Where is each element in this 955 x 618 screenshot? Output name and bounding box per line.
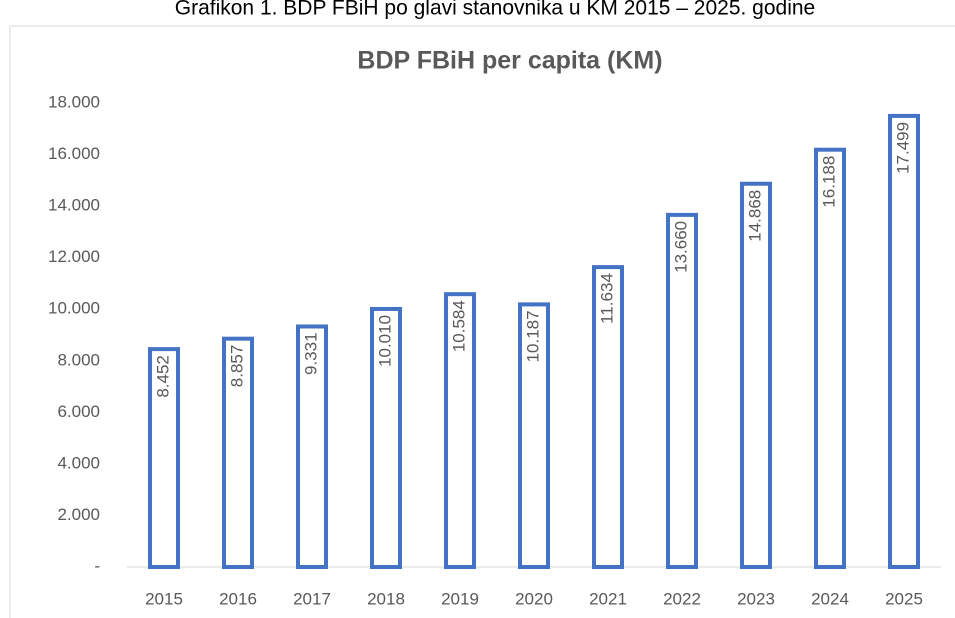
x-tick-label: 2017 [293,589,331,608]
data-label: 8.452 [153,355,172,398]
y-tick-label: - [94,556,100,575]
bar [518,302,550,569]
y-tick-label: 4.000 [57,453,100,472]
data-label: 17.499 [893,122,912,174]
bar [148,347,180,569]
y-tick-label: 10.000 [48,299,100,318]
bar [370,306,402,569]
bar [666,212,698,569]
bar [740,181,772,569]
x-tick-label: 2023 [737,589,775,608]
bar [814,147,846,570]
y-tick-label: 8.000 [57,350,100,369]
x-tick-label: 2018 [367,589,405,608]
x-tick-label: 2024 [811,589,849,608]
bar [296,324,328,569]
x-tick-label: 2021 [589,589,627,608]
bar [888,113,920,569]
data-label: 10.010 [375,315,394,367]
x-tick-label: 2022 [663,589,701,608]
bar [222,336,254,569]
x-tick-label: 2015 [145,589,183,608]
y-tick-label: 12.000 [48,247,100,266]
data-label: 13.660 [671,221,690,273]
caption: Grafikon 1. BDP FBiH po glavi stanovnika… [175,0,816,20]
y-tick-label: 6.000 [57,402,100,421]
y-tick-label: 18.000 [48,92,100,111]
data-label: 8.857 [227,345,246,388]
x-tick-label: 2020 [515,589,553,608]
data-label: 16.188 [819,156,838,208]
x-tick-label: 2019 [441,589,479,608]
x-tick-label: 2025 [885,589,923,608]
data-label: 10.584 [449,300,468,352]
data-label: 9.331 [301,332,320,375]
y-tick-label: 16.000 [48,144,100,163]
y-tick-label: 2.000 [57,505,100,524]
data-label: 10.187 [523,310,542,362]
data-label: 14.868 [745,190,764,242]
bar [444,292,476,569]
x-tick-label: 2016 [219,589,257,608]
y-tick-label: 14.000 [48,196,100,215]
bar [592,265,624,569]
chart-title: BDP FBiH per capita (KM) [357,47,662,75]
chart-frame [9,25,955,618]
data-label: 11.634 [597,273,616,324]
